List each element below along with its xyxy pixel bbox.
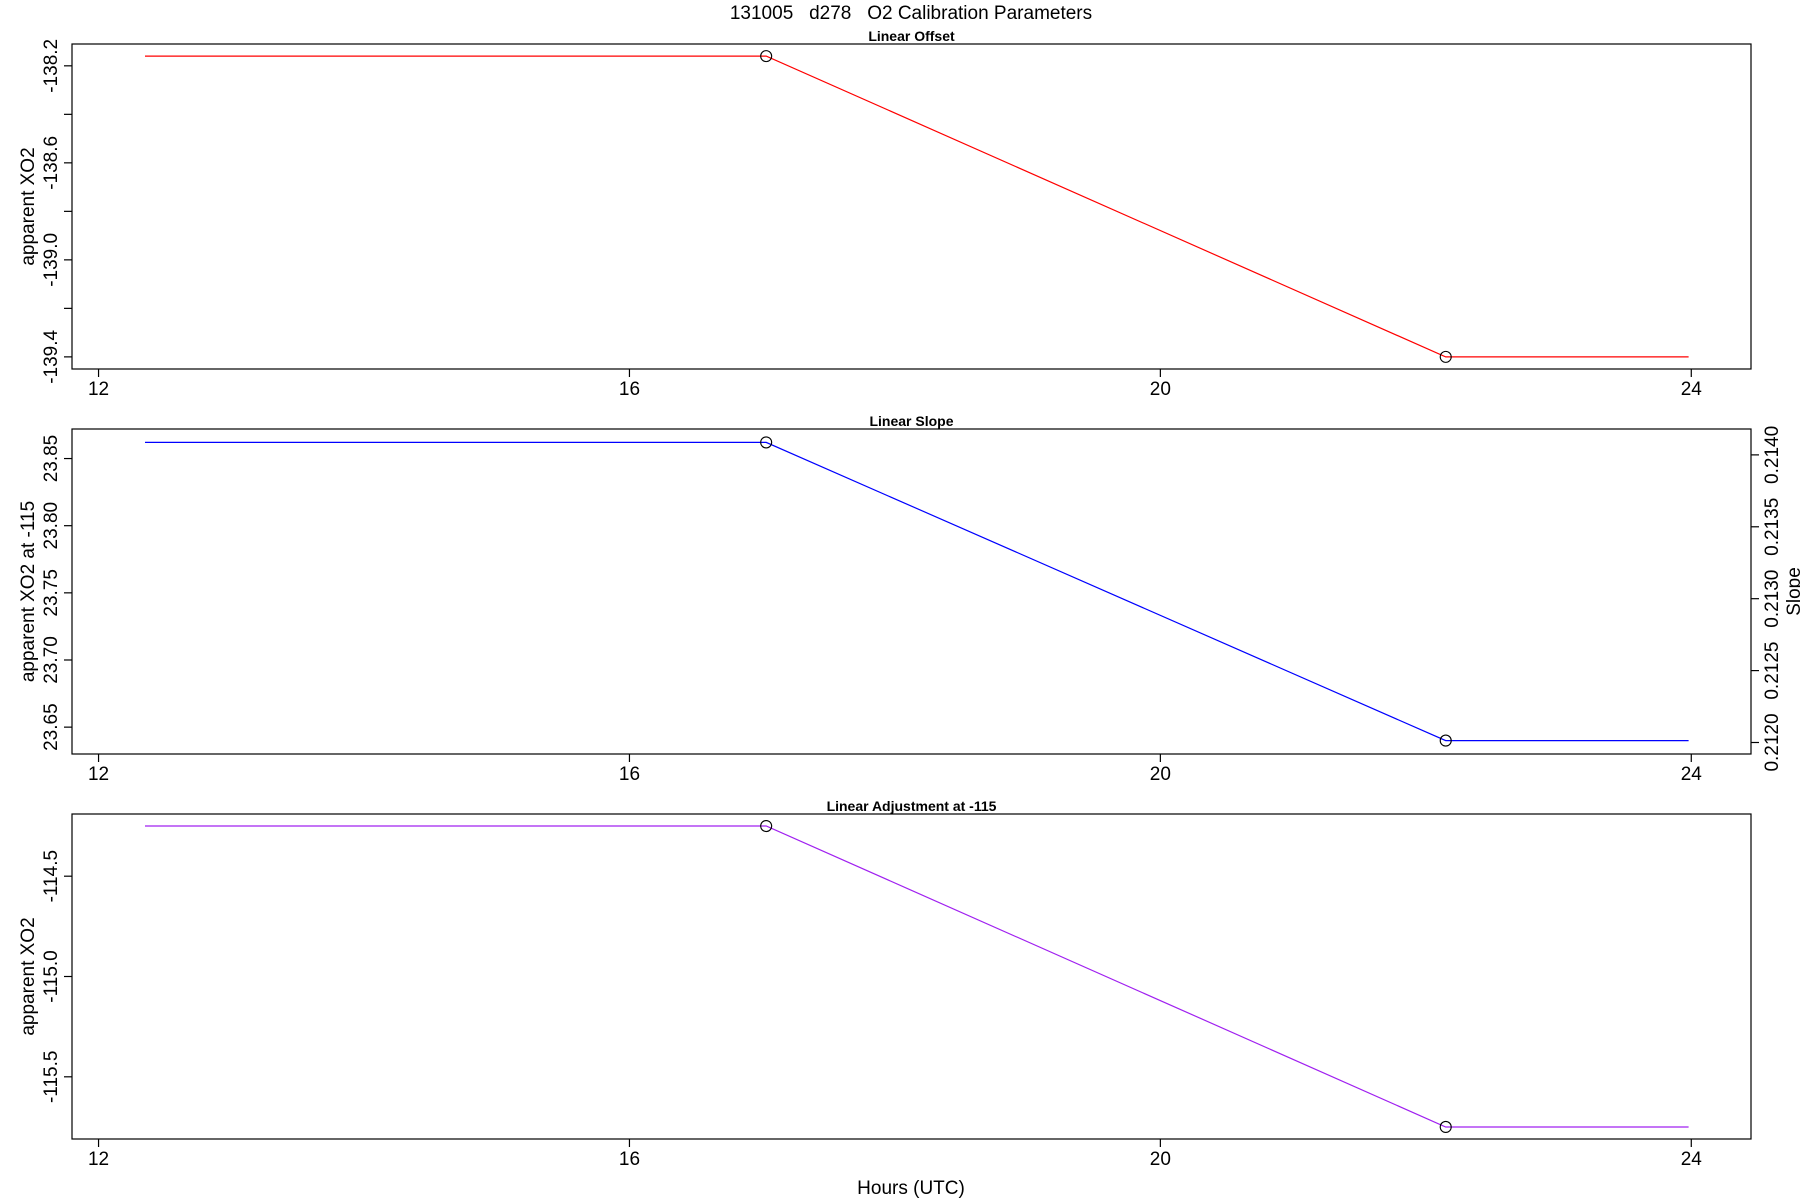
series-line [145,55,1689,358]
x-tick-label: 12 [88,764,109,785]
data-point-marker [1439,1120,1452,1134]
x-tick-label: 16 [619,379,640,400]
data-point-marker [760,50,773,63]
y-tick-label: -114.5 [41,850,62,902]
y-tick-label: -138.2 [41,39,62,93]
y-tick-label: -139.0 [41,233,62,287]
panel-title: Linear Slope [869,413,953,429]
data-point-marker [1439,734,1452,747]
figure-title: 131005 d278 O2 Calibration Parameters [730,3,1092,24]
right-y-tick-label: 0.2140 [1762,426,1783,484]
x-tick-label: 12 [88,379,109,400]
y-tick-label: 23.80 [41,502,62,550]
x-tick-label: 16 [619,1149,640,1170]
panel-2: Linear Slope 12 16 20 24 23.65 23.70 23.75 23.80… [18,413,1800,785]
series-line [145,825,1689,1128]
x-tick-label: 20 [1150,1149,1171,1170]
series-line [145,441,1689,742]
panel-3: Linear Adjustment at -115 12 16 20 24 -114.5 -… [18,798,1752,1170]
x-tick-label: 20 [1150,764,1171,785]
data-point-marker [1439,350,1452,363]
plot-frame [71,813,1752,1140]
x-tick-label: 16 [619,764,640,785]
y-axis-label: apparent XO2 [18,147,39,265]
right-y-axis-label: Slope [1784,567,1800,616]
y-tick-label: -139.4 [41,330,62,384]
right-y-tick-label: 0.2125 [1762,642,1783,700]
right-y-tick-label: 0.2135 [1762,498,1783,556]
x-tick-label: 24 [1681,764,1703,785]
panels: Linear Offset 12 16 20 24 -138.2 -138.6 -139.0 -… [18,28,1800,1170]
data-point-marker [760,819,773,833]
y-axis-label: apparent XO2 at -115 [18,501,39,682]
x-tick-label: 24 [1681,1149,1703,1170]
panel-title: Linear Offset [868,28,955,44]
right-y-tick-label: 0.2130 [1762,570,1783,628]
plot-frame [71,428,1752,755]
panel-title: Linear Adjustment at -115 [827,798,997,814]
data-point-marker [760,436,773,449]
x-tick-label: 12 [88,1149,109,1170]
y-tick-label: -115.0 [41,950,62,1002]
y-tick-label: 23.70 [41,636,62,684]
y-tick-label: 23.65 [41,703,62,751]
y-tick-label: -138.6 [41,136,62,190]
plot-frame [71,43,1752,370]
y-tick-label: -115.5 [41,1051,62,1103]
panel-1: Linear Offset 12 16 20 24 -138.2 -138.6 -139.0 -… [18,28,1752,400]
x-axis-label: Hours (UTC) [857,1178,965,1199]
y-tick-label: 23.75 [41,569,62,617]
x-tick-label: 24 [1681,379,1703,400]
y-axis-label: apparent XO2 [18,917,39,1035]
right-y-tick-label: 0.2120 [1762,713,1783,771]
y-tick-label: 23.85 [41,435,62,483]
x-tick-label: 20 [1150,379,1171,400]
